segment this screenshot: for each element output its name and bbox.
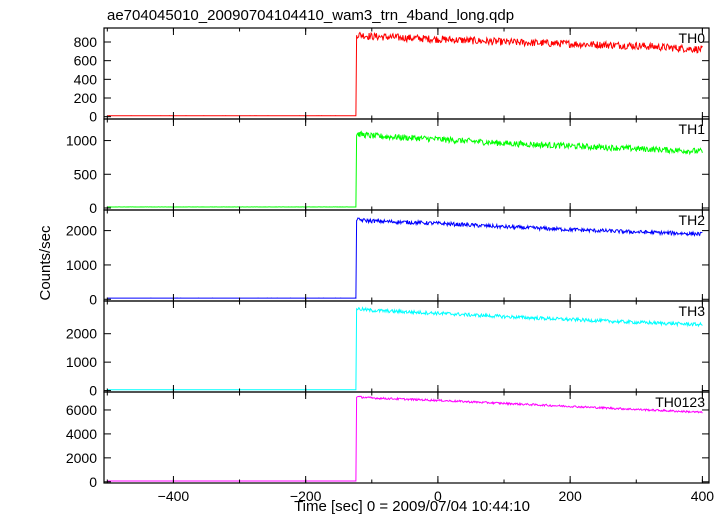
x-axis-label: Time [sec] 0 = 2009/07/04 10:44:10 — [294, 498, 530, 515]
series-label-th3: TH3 — [679, 303, 706, 319]
y-tick-label-th0123: 0 — [89, 474, 97, 490]
series-line-th1 — [107, 130, 703, 208]
panel-frame-th0123 — [103, 391, 710, 484]
x-tick-label: 200 — [558, 488, 582, 504]
series-line-th2 — [107, 217, 703, 299]
y-tick-label-th0123: 6000 — [66, 402, 97, 418]
series-label-th2: TH2 — [679, 212, 706, 228]
y-tick-label-th0123: 2000 — [66, 450, 97, 466]
y-tick-label-th0123: 4000 — [66, 426, 97, 442]
y-tick-label-th3: 2000 — [66, 326, 97, 342]
series-label-th0: TH0 — [679, 30, 706, 46]
chart-title: ae704045010_20090704104410_wam3_trn_4ban… — [107, 7, 514, 24]
panel-frame-th3 — [103, 300, 710, 393]
y-tick-label-th0: 400 — [74, 71, 98, 87]
series-line-th0123 — [107, 395, 703, 482]
y-tick-label-th1: 500 — [74, 166, 98, 182]
series-label-th0123: TH0123 — [655, 394, 705, 410]
y-tick-label-th1: 0 — [89, 200, 97, 216]
y-tick-label-th0: 600 — [74, 53, 98, 69]
y-tick-label-th0: 0 — [89, 109, 97, 125]
x-tick-label: 0 — [434, 488, 442, 504]
y-tick-label-th0: 200 — [74, 90, 98, 106]
y-tick-label-th2: 0 — [89, 291, 97, 307]
y-tick-label-th3: 0 — [89, 383, 97, 399]
series-label-th1: TH1 — [679, 121, 706, 137]
y-tick-label-th1: 1000 — [66, 133, 97, 149]
series-line-th0 — [107, 31, 703, 117]
y-tick-label-th2: 2000 — [66, 223, 97, 239]
x-tick-label: −400 — [158, 488, 190, 504]
y-tick-label-th2: 1000 — [66, 257, 97, 273]
panel-frame-th1 — [103, 118, 710, 211]
series-line-th3 — [107, 306, 703, 391]
x-tick-label: 400 — [691, 488, 715, 504]
y-axis-label: Counts/sec — [37, 225, 54, 301]
x-tick-label: −200 — [290, 488, 322, 504]
y-tick-label-th3: 1000 — [66, 354, 97, 370]
y-tick-label-th0: 800 — [74, 34, 98, 50]
